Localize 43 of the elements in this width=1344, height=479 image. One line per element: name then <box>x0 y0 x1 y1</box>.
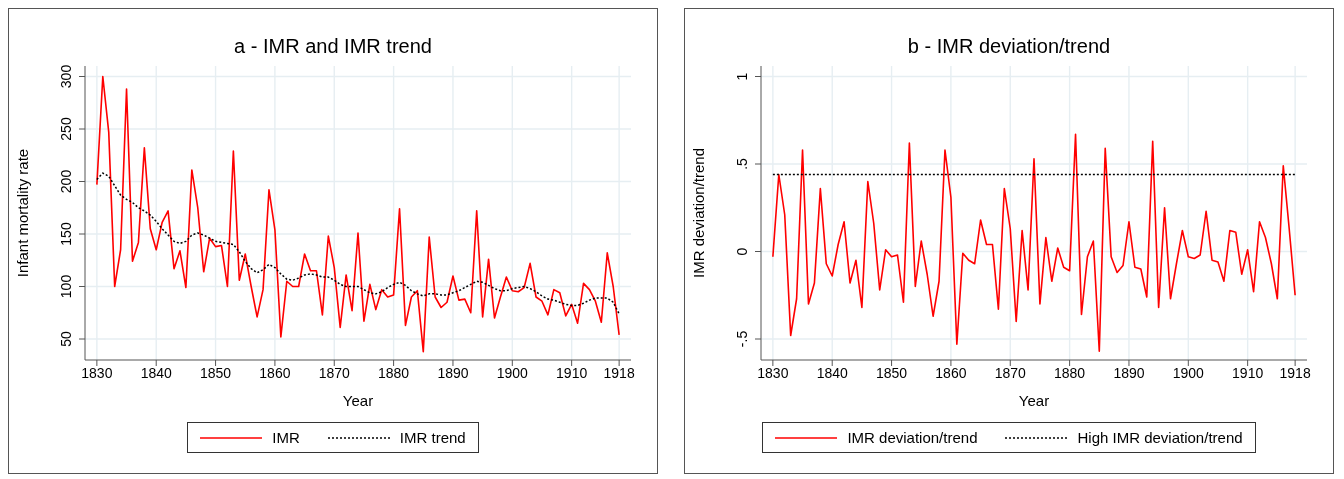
legend-label: IMR deviation/trend <box>847 429 978 446</box>
y-tick-label: 250 <box>58 117 74 141</box>
x-axis-title: Year <box>342 392 374 409</box>
x-tick-label: 1890 <box>437 364 469 381</box>
x-tick-label: 1830 <box>81 364 113 381</box>
legend-label: IMR <box>272 429 300 446</box>
x-tick-label: 1918 <box>1279 364 1311 381</box>
x-tick-label: 1850 <box>875 364 908 381</box>
y-tick-label: 50 <box>58 331 74 347</box>
x-tick-label: 1880 <box>1054 364 1086 381</box>
y-tick-label: -.5 <box>734 330 750 348</box>
x-tick-label: 1900 <box>1172 364 1205 381</box>
x-tick-label: 1900 <box>496 364 529 381</box>
chart-title: a - IMR and IMR trend <box>233 35 433 58</box>
y-axis-title: Infant mortality rate <box>14 148 32 278</box>
chart-title: b - IMR deviation/trend <box>906 35 1112 58</box>
x-tick-label: 1830 <box>757 364 789 381</box>
y-tick-label: 150 <box>58 222 74 246</box>
x-tick-label: 1840 <box>140 364 172 381</box>
x-tick-label: 1918 <box>603 364 635 381</box>
y-tick-label: 300 <box>58 64 74 89</box>
x-tick-label: 1870 <box>994 364 1027 381</box>
legend-label: IMR trend <box>399 429 466 446</box>
line-series <box>96 172 620 315</box>
x-tick-label: 1850 <box>199 364 232 381</box>
y-tick-label: 200 <box>58 169 74 194</box>
line-series <box>772 133 1296 353</box>
x-tick-label: 1910 <box>1232 364 1264 381</box>
line-series <box>96 75 620 353</box>
x-tick-label: 1860 <box>935 364 967 381</box>
y-axis-title: IMR deviation/trend <box>690 147 708 279</box>
x-axis-title: Year <box>1018 392 1050 409</box>
x-tick-label: 1840 <box>816 364 848 381</box>
x-tick-label: 1880 <box>378 364 410 381</box>
x-tick-label: 1860 <box>259 364 291 381</box>
legend-label: High IMR deviation/trend <box>1077 429 1243 446</box>
x-tick-label: 1890 <box>1113 364 1145 381</box>
y-tick-label: 100 <box>58 274 74 299</box>
x-tick-label: 1910 <box>556 364 588 381</box>
x-tick-label: 1870 <box>318 364 351 381</box>
y-tick-label: .5 <box>734 157 750 170</box>
y-tick-label: 1 <box>734 72 750 81</box>
y-tick-label: 0 <box>734 247 750 256</box>
